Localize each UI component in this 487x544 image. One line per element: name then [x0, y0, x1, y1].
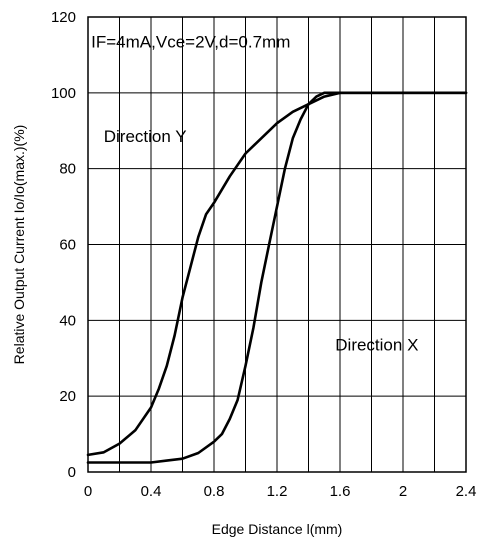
x-tick-label: 0 [84, 483, 92, 500]
y-axis-label: Relative Output Current Io/Io(max.)(%) [11, 125, 27, 365]
y-tick-label: 60 [59, 237, 76, 254]
x-tick-label: 1.2 [267, 483, 288, 500]
curves [86, 91, 468, 464]
series-line-direction-x [86, 91, 468, 464]
x-axis-label: Edge Distance l(mm) [212, 521, 343, 537]
x-tick-label: 1.6 [330, 483, 351, 500]
y-tick-label: 120 [51, 9, 76, 26]
y-tick-label: 20 [59, 388, 76, 405]
tick-labels: 0 0.4 0.8 1.2 1.6 2 2.4 0 20 40 60 80 100 120 [51, 9, 476, 500]
x-tick-label: 0.8 [204, 483, 225, 500]
y-tick-label: 40 [59, 312, 76, 329]
grid-lines [88, 17, 466, 472]
x-tick-label: 2.4 [456, 483, 477, 500]
condition-annotation: IF=4mA,Vce=2V,d=0.7mm [91, 32, 290, 51]
y-tick-label: 0 [68, 464, 76, 481]
plot-frame [87, 16, 467, 473]
annotations: IF=4mA,Vce=2V,d=0.7mm Direction Y Directio… [91, 32, 418, 354]
y-tick-label: 80 [59, 161, 76, 178]
direction-y-label: Direction Y [104, 127, 187, 146]
x-tick-label: 0.4 [141, 483, 162, 500]
direction-x-label: Direction X [335, 336, 418, 355]
x-tick-label: 2 [399, 483, 407, 500]
y-tick-label: 100 [51, 85, 76, 102]
